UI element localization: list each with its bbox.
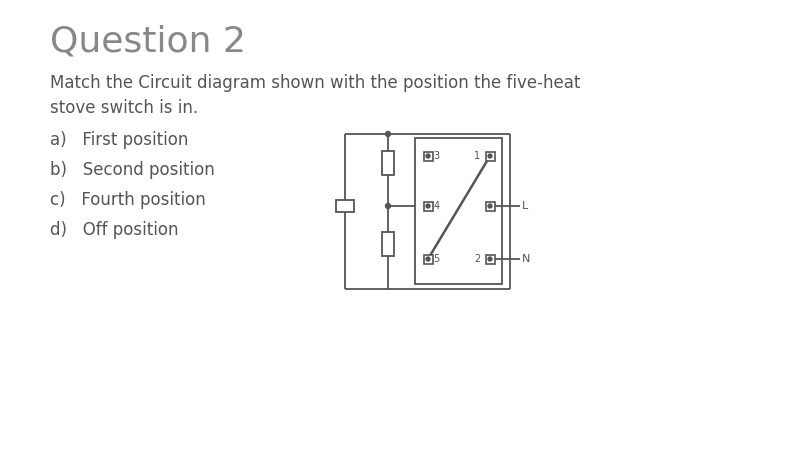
Text: b)   Second position: b) Second position (50, 161, 214, 179)
Polygon shape (485, 202, 495, 211)
Text: Question 2: Question 2 (50, 24, 246, 58)
Polygon shape (423, 255, 433, 263)
Polygon shape (423, 202, 433, 211)
Polygon shape (423, 152, 433, 161)
Polygon shape (336, 200, 354, 212)
Circle shape (488, 257, 492, 261)
Text: Match the Circuit diagram shown with the position the five-heat
stove switch is : Match the Circuit diagram shown with the… (50, 74, 580, 117)
Circle shape (488, 204, 492, 208)
Circle shape (426, 204, 430, 208)
Text: L: L (522, 201, 528, 211)
Polygon shape (382, 232, 394, 256)
Circle shape (385, 132, 390, 137)
Text: 5: 5 (434, 254, 440, 264)
Text: 4: 4 (434, 201, 439, 211)
Circle shape (385, 203, 390, 208)
Circle shape (426, 154, 430, 158)
Circle shape (488, 154, 492, 158)
Polygon shape (415, 138, 502, 284)
Text: 2: 2 (474, 254, 480, 264)
Text: d)   Off position: d) Off position (50, 221, 178, 239)
Polygon shape (485, 152, 495, 161)
Polygon shape (382, 151, 394, 175)
Circle shape (426, 257, 430, 261)
Text: N: N (522, 254, 530, 264)
Text: a)   First position: a) First position (50, 131, 189, 149)
Text: 3: 3 (434, 151, 439, 161)
Text: c)   Fourth position: c) Fourth position (50, 191, 206, 209)
Polygon shape (485, 255, 495, 263)
Text: 1: 1 (475, 151, 480, 161)
